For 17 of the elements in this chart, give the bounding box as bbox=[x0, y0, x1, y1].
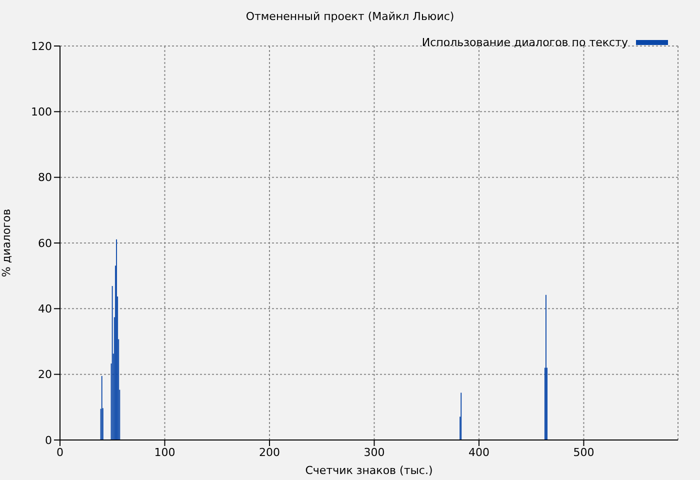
y-tick-label: 60 bbox=[38, 236, 52, 250]
y-tick-label: 0 bbox=[45, 434, 52, 447]
y-tick-label: 20 bbox=[38, 368, 52, 382]
x-tick-label: 300 bbox=[364, 446, 385, 459]
y-tick-label: 120 bbox=[31, 40, 52, 53]
x-tick-label: 500 bbox=[573, 446, 594, 459]
y-tick-label: 40 bbox=[38, 302, 52, 316]
y-axis-title: % диалогов bbox=[0, 208, 13, 278]
x-tick-label: 200 bbox=[258, 446, 280, 459]
legend-label: Использование диалогов по тексту bbox=[422, 36, 628, 49]
chart-title: Отмененный проект (Майкл Льюис) bbox=[244, 10, 456, 23]
y-tick-label: 100 bbox=[31, 106, 52, 119]
x-tick-label: 0 bbox=[56, 446, 64, 459]
x-tick-label: 100 bbox=[154, 446, 176, 459]
x-axis-title: Счетчик знаков (тыс.) bbox=[305, 464, 433, 477]
y-tick-label: 80 bbox=[38, 171, 52, 184]
x-tick-label: 400 bbox=[468, 446, 490, 459]
